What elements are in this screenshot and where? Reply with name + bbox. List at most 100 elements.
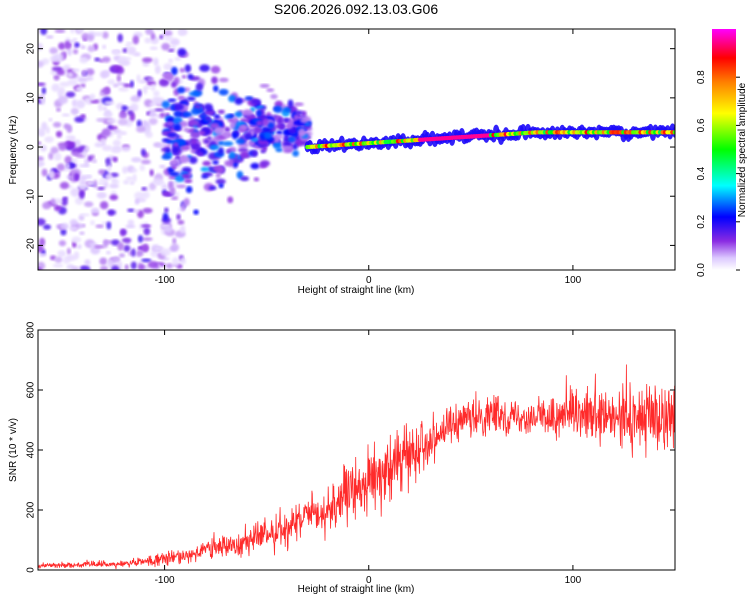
heatmap-cell <box>102 106 108 111</box>
heatmap-x-ticks: -100 0 100 <box>155 29 582 286</box>
heatmap-cell <box>202 160 212 167</box>
heatmap-cell <box>141 186 147 191</box>
x-tick-label: 100 <box>565 575 582 586</box>
heatmap-cell <box>173 191 180 198</box>
heatmap-cell <box>203 103 213 111</box>
heatmap-cell <box>203 139 210 144</box>
heatmap-cell <box>86 180 95 187</box>
heatmap-cell <box>165 121 176 127</box>
heatmap-cell <box>93 179 98 189</box>
heatmap-cell <box>59 223 70 230</box>
heatmap-cell <box>40 97 46 106</box>
heatmap-cell <box>53 152 62 161</box>
heatmap-cell <box>41 87 47 95</box>
heatmap-cell <box>71 151 80 157</box>
heatmap-cell <box>276 130 283 135</box>
heatmap-cell <box>140 148 146 157</box>
heatmap-cell <box>141 258 152 263</box>
heatmap-cell <box>61 113 71 117</box>
heatmap-cell <box>196 151 204 157</box>
heatmap-cell <box>298 128 306 137</box>
heatmap-cell <box>86 34 95 42</box>
heatmap-cell <box>96 182 105 186</box>
heatmap-cell <box>167 132 178 138</box>
heatmap-cell <box>74 42 80 48</box>
heatmap-cell <box>171 146 179 154</box>
heatmap-cell <box>75 196 84 205</box>
heatmap-cell <box>169 186 176 195</box>
heatmap-cell <box>183 197 190 207</box>
heatmap-cell <box>105 157 111 165</box>
heatmap-cell <box>79 231 85 235</box>
heatmap-cell <box>252 150 258 157</box>
heatmap-cell <box>165 148 171 154</box>
heatmap-cell <box>107 79 116 85</box>
heatmap-cell <box>256 109 262 117</box>
heatmap-cell <box>73 139 81 147</box>
y-tick-label: -20 <box>26 238 37 253</box>
heatmap-cell <box>38 218 46 226</box>
heatmap-cell <box>65 135 76 140</box>
heatmap-cell <box>102 128 111 137</box>
heatmap-cell <box>63 64 71 70</box>
heatmap-cell <box>117 33 123 43</box>
heatmap-cell <box>129 180 135 185</box>
heatmap-cell <box>179 155 191 164</box>
heatmap-cell <box>58 144 67 151</box>
heatmap-cell <box>153 90 160 97</box>
heatmap-cell <box>64 40 72 50</box>
y-tick-label: -10 <box>26 189 37 204</box>
heatmap-cell <box>96 191 107 199</box>
heatmap-cell <box>131 248 136 257</box>
heatmap-cell <box>38 156 44 162</box>
heatmap-cell <box>218 77 229 83</box>
snr-x-label: Height of straight line (km) <box>298 584 415 595</box>
heatmap-cell <box>140 224 152 228</box>
heatmap-cell <box>51 83 60 92</box>
heatmap-cell <box>132 35 140 45</box>
heatmap-cell <box>134 198 140 205</box>
heatmap-cell <box>118 87 129 92</box>
heatmap-cell <box>170 196 179 201</box>
heatmap-cell <box>224 126 231 133</box>
heatmap-cell <box>167 98 177 103</box>
heatmap-cell <box>173 110 184 118</box>
heatmap-cell <box>75 86 84 92</box>
colorbar-tick-label: 0.8 <box>696 70 707 84</box>
heatmap-cell <box>51 66 63 72</box>
heatmap-cell <box>102 44 107 50</box>
heatmap-cell <box>250 137 260 142</box>
heatmap-cell <box>277 117 283 126</box>
heatmap-cell <box>262 118 269 126</box>
colorbar-label: Normalized spectral amplitude <box>737 82 748 217</box>
heatmap-cell <box>102 239 109 248</box>
heatmap-cell <box>111 265 120 270</box>
heatmap-cell <box>50 198 56 205</box>
heatmap-cell <box>149 182 157 191</box>
heatmap-cell <box>672 130 675 135</box>
x-tick-label: 100 <box>565 275 582 286</box>
heatmap-cell <box>170 81 177 88</box>
heatmap-x-label: Height of straight line (km) <box>298 285 415 296</box>
heatmap-marks <box>38 29 675 270</box>
heatmap-cell <box>94 57 101 62</box>
heatmap-cell <box>67 72 73 78</box>
heatmap-cell <box>96 117 107 123</box>
heatmap-cell <box>58 42 66 50</box>
heatmap-cell <box>148 117 158 125</box>
y-tick-label: 600 <box>26 381 37 398</box>
heatmap-cell <box>64 155 73 164</box>
heatmap-cell <box>66 124 73 133</box>
heatmap-cell <box>274 123 285 130</box>
heatmap-cell <box>38 244 44 253</box>
heatmap-cell <box>136 126 146 133</box>
heatmap-cell <box>177 48 187 57</box>
heatmap-cell <box>293 114 300 121</box>
heatmap-cell <box>115 66 125 75</box>
heatmap-cell <box>91 159 97 164</box>
heatmap-cell <box>171 164 177 170</box>
heatmap-cell <box>90 220 95 226</box>
heatmap-cell <box>178 29 184 36</box>
